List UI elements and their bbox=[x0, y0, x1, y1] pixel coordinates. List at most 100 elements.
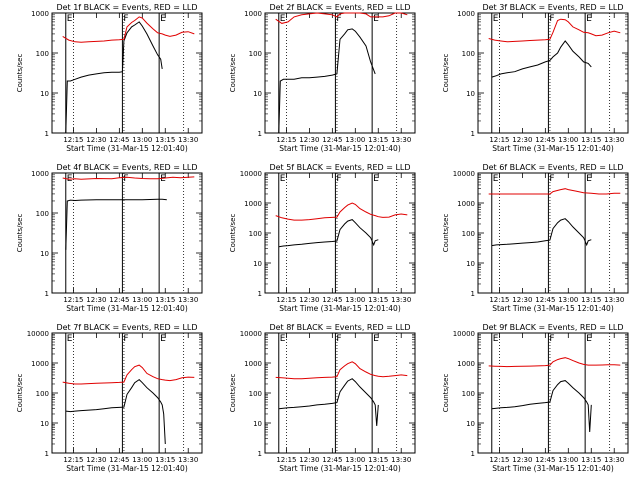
series-line-events bbox=[65, 21, 163, 134]
x-tick-label: 12:45 bbox=[322, 136, 342, 144]
y-tick-label: 10 bbox=[40, 250, 49, 258]
chart-title: Det 7f BLACK = Events, RED = LLD bbox=[56, 323, 197, 332]
y-tick-label: 1000 bbox=[457, 360, 475, 368]
y-tick-label: 1000 bbox=[244, 10, 262, 18]
x-tick-label: 13:00 bbox=[558, 136, 578, 144]
x-axis-label: Start Time (31-Mar-15 12:01:40) bbox=[66, 144, 188, 153]
x-tick-label: 13:30 bbox=[178, 456, 198, 464]
series-line-events bbox=[65, 198, 167, 250]
y-tick-label: 1 bbox=[45, 130, 49, 138]
series-line-lld bbox=[275, 361, 408, 380]
y-axis-label: Counts/sec bbox=[442, 54, 450, 93]
x-tick-label: 13:15 bbox=[155, 136, 175, 144]
y-tick-label: 100 bbox=[462, 230, 475, 238]
y-tick-label: 1 bbox=[45, 290, 49, 298]
series-line-events bbox=[278, 28, 376, 134]
chart-panel-6: Det 6f BLACK = Events, RED = LLD 1 10 100 10… bbox=[442, 163, 629, 313]
y-tick-label: 100 bbox=[36, 50, 49, 58]
x-axis-label: Start Time (31-Mar-15 12:01:40) bbox=[66, 304, 188, 313]
chart-title: Det 5f BLACK = Events, RED = LLD bbox=[269, 163, 410, 172]
event-flag: E bbox=[373, 334, 379, 344]
chart-title: Det 6f BLACK = Events, RED = LLD bbox=[482, 163, 623, 172]
event-flag: E bbox=[586, 334, 592, 344]
series-line-events bbox=[491, 380, 592, 433]
series-line-lld bbox=[62, 16, 195, 43]
x-tick-label: 12:30 bbox=[512, 456, 532, 464]
event-flag: E bbox=[586, 14, 592, 24]
x-tick-label: 12:15 bbox=[276, 456, 296, 464]
y-tick-label: 1000 bbox=[457, 10, 475, 18]
y-tick-label: 100 bbox=[462, 50, 475, 58]
chart-title: Det 8f BLACK = Events, RED = LLD bbox=[269, 323, 410, 332]
plot-frame bbox=[264, 172, 416, 294]
series-line-events bbox=[65, 378, 166, 445]
series-line-lld bbox=[275, 202, 408, 221]
x-tick-label: 13:30 bbox=[391, 456, 411, 464]
x-tick-label: 12:45 bbox=[322, 296, 342, 304]
y-axis-label: Counts/sec bbox=[442, 214, 450, 253]
x-tick-label: 13:00 bbox=[132, 456, 152, 464]
x-tick-label: 13:30 bbox=[178, 136, 198, 144]
y-tick-label: 10 bbox=[466, 260, 475, 268]
y-tick-label: 10 bbox=[466, 90, 475, 98]
y-tick-label: 10 bbox=[253, 90, 262, 98]
y-tick-label: 10 bbox=[466, 420, 475, 428]
x-tick-label: 13:30 bbox=[391, 136, 411, 144]
y-tick-label: 10 bbox=[253, 420, 262, 428]
y-axis-label: Counts/sec bbox=[229, 374, 237, 413]
y-axis-label: Counts/sec bbox=[229, 214, 237, 253]
y-tick-label: 1000 bbox=[31, 170, 49, 178]
x-tick-label: 12:45 bbox=[535, 296, 555, 304]
y-axis-label: Counts/sec bbox=[442, 374, 450, 413]
x-tick-label: 12:45 bbox=[109, 136, 129, 144]
x-tick-label: 12:15 bbox=[63, 136, 83, 144]
event-flag: E bbox=[493, 174, 499, 184]
x-tick-label: 12:45 bbox=[535, 456, 555, 464]
y-tick-label: 1000 bbox=[457, 200, 475, 208]
x-axis-label: Start Time (31-Mar-15 12:01:40) bbox=[66, 464, 188, 473]
x-tick-label: 12:45 bbox=[322, 456, 342, 464]
x-axis-label: Start Time (31-Mar-15 12:01:40) bbox=[279, 304, 401, 313]
event-flag: F bbox=[549, 334, 554, 344]
y-tick-label: 1000 bbox=[244, 360, 262, 368]
event-flag: F bbox=[549, 14, 554, 24]
x-tick-label: 13:00 bbox=[345, 456, 365, 464]
x-tick-label: 12:30 bbox=[299, 136, 319, 144]
y-axis-label: Counts/sec bbox=[16, 374, 24, 413]
x-tick-label: 13:15 bbox=[155, 456, 175, 464]
y-tick-label: 10000 bbox=[453, 170, 475, 178]
x-tick-label: 12:15 bbox=[63, 296, 83, 304]
y-tick-label: 1 bbox=[258, 290, 262, 298]
chart-panel-5: Det 5f BLACK = Events, RED = LLD 1 10 100 10… bbox=[229, 163, 416, 313]
x-tick-label: 12:15 bbox=[276, 136, 296, 144]
chart-panel-1: Det 1f BLACK = Events, RED = LLD 1 10 100 10… bbox=[16, 3, 203, 153]
y-tick-label: 1 bbox=[45, 450, 49, 458]
y-tick-label: 10000 bbox=[27, 330, 49, 338]
x-tick-label: 13:30 bbox=[604, 136, 624, 144]
x-tick-label: 13:30 bbox=[391, 296, 411, 304]
chart-panel-2: Det 2f BLACK = Events, RED = LLD 1 10 100 10… bbox=[229, 3, 416, 153]
x-axis-label: Start Time (31-Mar-15 12:01:40) bbox=[492, 144, 614, 153]
x-tick-label: 12:45 bbox=[535, 136, 555, 144]
x-axis-label: Start Time (31-Mar-15 12:01:40) bbox=[279, 464, 401, 473]
x-tick-label: 13:00 bbox=[558, 296, 578, 304]
x-tick-label: 13:15 bbox=[581, 456, 601, 464]
x-tick-label: 12:30 bbox=[86, 136, 106, 144]
event-flag: E bbox=[493, 14, 499, 24]
y-tick-label: 10 bbox=[40, 420, 49, 428]
event-flag: E bbox=[586, 174, 592, 184]
plot-frame bbox=[477, 172, 629, 294]
event-flag: E bbox=[160, 334, 166, 344]
plot-frame bbox=[264, 12, 416, 134]
plot-frame bbox=[51, 172, 203, 294]
x-tick-label: 13:15 bbox=[581, 136, 601, 144]
y-tick-label: 1 bbox=[471, 290, 475, 298]
x-tick-label: 13:15 bbox=[368, 296, 388, 304]
x-tick-label: 13:30 bbox=[604, 456, 624, 464]
x-tick-label: 13:15 bbox=[368, 456, 388, 464]
x-tick-label: 12:45 bbox=[109, 456, 129, 464]
chart-title: Det 2f BLACK = Events, RED = LLD bbox=[269, 3, 410, 12]
plot-frame bbox=[477, 332, 629, 454]
event-flag: E bbox=[160, 174, 166, 184]
